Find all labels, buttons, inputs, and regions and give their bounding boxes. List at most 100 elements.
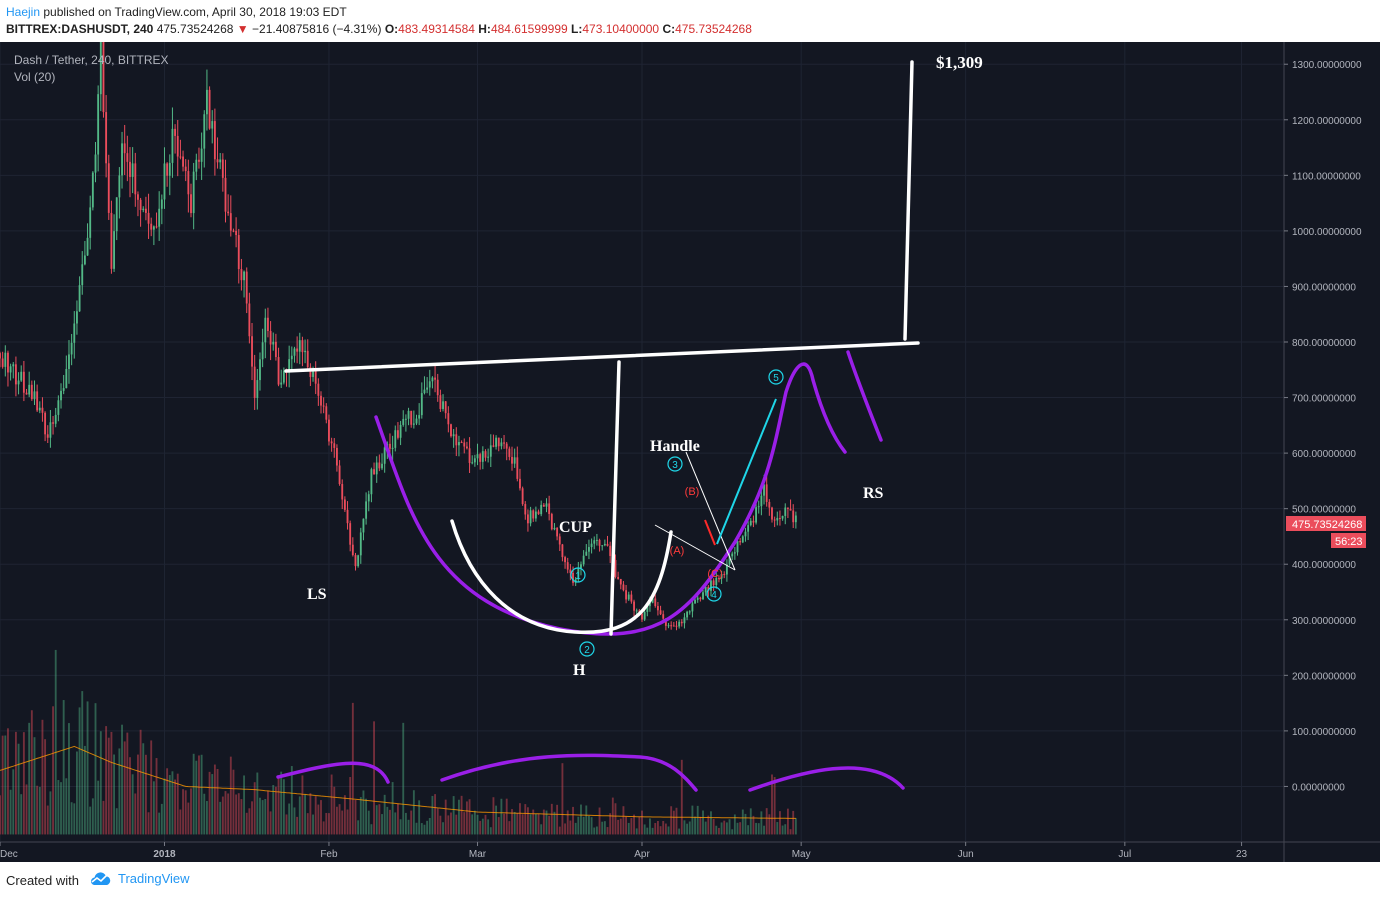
candle-body: [744, 531, 747, 537]
candle-body: [659, 610, 662, 615]
candle-body: [288, 359, 291, 373]
volume-bar: [190, 788, 192, 835]
volume-bar: [688, 821, 691, 835]
candle-body: [447, 413, 450, 425]
author-link[interactable]: Haejin: [6, 5, 41, 19]
volume-bar: [54, 649, 57, 835]
volume-bar: [62, 700, 65, 835]
volume-bar: [622, 806, 625, 835]
time-tick-label: Jun: [958, 849, 974, 860]
volume-bar: [391, 782, 394, 835]
candle-body: [521, 488, 524, 505]
volume-bar: [516, 813, 519, 835]
candle-body: [274, 341, 277, 358]
candle-body: [436, 379, 439, 396]
volume-bar: [89, 806, 92, 835]
candle-body: [28, 384, 31, 395]
candle-body: [123, 143, 126, 154]
candle-body: [328, 419, 330, 442]
wave-2-label: 2: [584, 645, 590, 656]
volume-bar: [736, 822, 739, 835]
candle-body: [12, 364, 15, 367]
volume-bar: [187, 802, 190, 835]
volume-bar: [643, 824, 646, 835]
volume-bar: [312, 814, 314, 835]
time-tick-label: Feb: [320, 849, 338, 860]
candle-body: [757, 506, 760, 508]
volume-bar: [569, 820, 572, 835]
volume-bar: [651, 827, 654, 835]
volume-bar: [94, 703, 97, 835]
candle-body: [580, 564, 582, 569]
volume-bar: [240, 799, 243, 835]
candle-body: [755, 507, 758, 523]
open-value: 483.49314584: [398, 22, 475, 36]
volume-bar: [200, 754, 203, 835]
down-arrow-icon: ▼: [236, 22, 249, 36]
volume-bar: [81, 691, 84, 835]
cloud-icon: [91, 871, 111, 885]
volume-bar: [731, 829, 734, 835]
volume-bar: [481, 818, 484, 835]
measured-move-line: [609, 360, 621, 636]
volume-bar: [519, 803, 521, 835]
volume-bar: [728, 819, 731, 835]
candle-body: [569, 569, 572, 573]
price-axis[interactable]: 1300.00000000 1200.00000000 1100.00000000 1…: [1284, 60, 1362, 793]
volume-bar: [211, 774, 214, 835]
price-tick-label: 300.00000000: [1292, 616, 1356, 627]
candle-body: [17, 380, 20, 385]
candle-body: [680, 621, 683, 624]
volume-bar: [333, 786, 336, 835]
tradingview-text[interactable]: TradingView: [118, 871, 190, 886]
volume-bar: [465, 801, 468, 835]
tradingview-link[interactable]: TradingView: [88, 871, 190, 886]
candle-body: [402, 418, 405, 425]
volume-bar: [789, 829, 792, 835]
candle-body: [235, 230, 238, 236]
candle-body: [487, 456, 490, 458]
candle-body: [389, 443, 391, 449]
volume-bar: [290, 766, 293, 835]
candle-body: [460, 442, 463, 444]
volume-bar: [274, 786, 277, 835]
candle-body: [720, 574, 723, 579]
volume-bar: [144, 754, 147, 835]
volume-bar: [328, 813, 330, 835]
candle-body: [118, 175, 121, 198]
volume-bar: [473, 810, 476, 835]
candle-body: [25, 392, 28, 395]
chart-svg[interactable]: 1300.000000001200.000000001100.000000001…: [0, 19, 1380, 862]
candle-body: [627, 594, 630, 600]
volume-bar: [267, 790, 269, 835]
volume-bar: [548, 815, 551, 835]
volume-bar: [91, 798, 94, 835]
volume-bar: [598, 807, 601, 835]
candle-body: [715, 577, 718, 585]
candle-body: [712, 580, 715, 585]
volume-bar: [686, 823, 689, 835]
price-tick-label: 500.00000000: [1292, 505, 1356, 516]
volume-bar: [343, 795, 346, 835]
candle-body: [529, 510, 532, 524]
volume-bar: [370, 824, 373, 835]
candle-body: [237, 235, 240, 270]
candle-body: [144, 208, 147, 213]
candle-body: [105, 112, 108, 164]
time-axis[interactable]: Dec 2018 Feb Mar Apr May Jun Jul 23: [0, 842, 1248, 860]
volume-bar: [540, 824, 543, 835]
candle-body: [619, 578, 622, 585]
volume-bar: [160, 803, 163, 835]
last-price-tag-text: 475.73524268: [1292, 519, 1362, 531]
volume-bar: [203, 793, 206, 835]
volume-bar: [158, 812, 161, 835]
candle-body: [513, 457, 516, 464]
candle-body: [290, 355, 293, 360]
wave-5-label: 5: [773, 373, 779, 384]
candle-body: [792, 510, 795, 523]
chart-area[interactable]: 1300.00000000 1200.00000000 1100.00000000 1…: [0, 19, 1380, 862]
volume-bar: [755, 822, 758, 835]
volume-bar: [208, 771, 211, 835]
volume-bar: [304, 794, 307, 835]
high-value: 484.61599999: [490, 22, 568, 36]
